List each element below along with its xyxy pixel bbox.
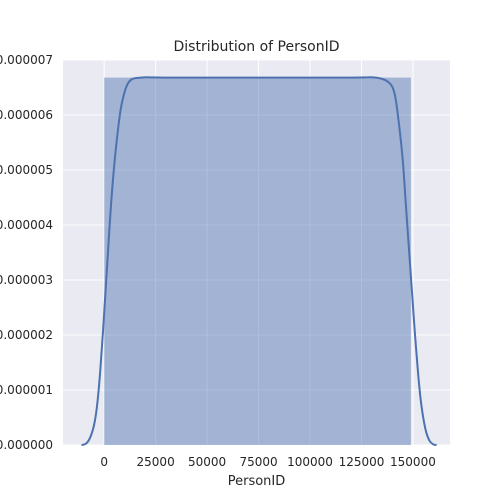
x-tick-label: 50000 [188, 455, 226, 469]
x-tick-label: 125000 [339, 455, 385, 469]
x-tick-label: 150000 [390, 455, 436, 469]
x-axis-title: PersonID [228, 474, 286, 489]
x-tick-label: 100000 [287, 455, 333, 469]
y-tick-label: 0.000005 [0, 163, 53, 177]
y-axis-ticks: 0.000000 0.000001 0.000002 0.000003 0.000004… [0, 53, 53, 452]
x-tick-label: 0 [100, 455, 108, 469]
y-tick-label: 0.000006 [0, 108, 53, 122]
chart-title: Distribution of PersonID [173, 39, 339, 55]
y-tick-label: 0.000002 [0, 328, 53, 342]
y-tick-label: 0.000000 [0, 438, 53, 452]
kde-curve [81, 76, 437, 446]
histogram-bar [104, 77, 411, 445]
grid [63, 59, 450, 446]
y-tick-label: 0.000007 [0, 53, 53, 67]
kde-line [81, 76, 437, 446]
y-tick-label: 0.000003 [0, 273, 53, 287]
y-tick-label: 0.000001 [0, 383, 53, 397]
y-tick-label: 0.000004 [0, 218, 53, 232]
x-axis-ticks: 0 25000 50000 75000 100000 125000 150000 [100, 455, 436, 469]
plot-area [63, 60, 450, 445]
x-tick-label: 75000 [239, 455, 277, 469]
histogram-bars [104, 77, 411, 445]
x-tick-label: 25000 [137, 455, 175, 469]
